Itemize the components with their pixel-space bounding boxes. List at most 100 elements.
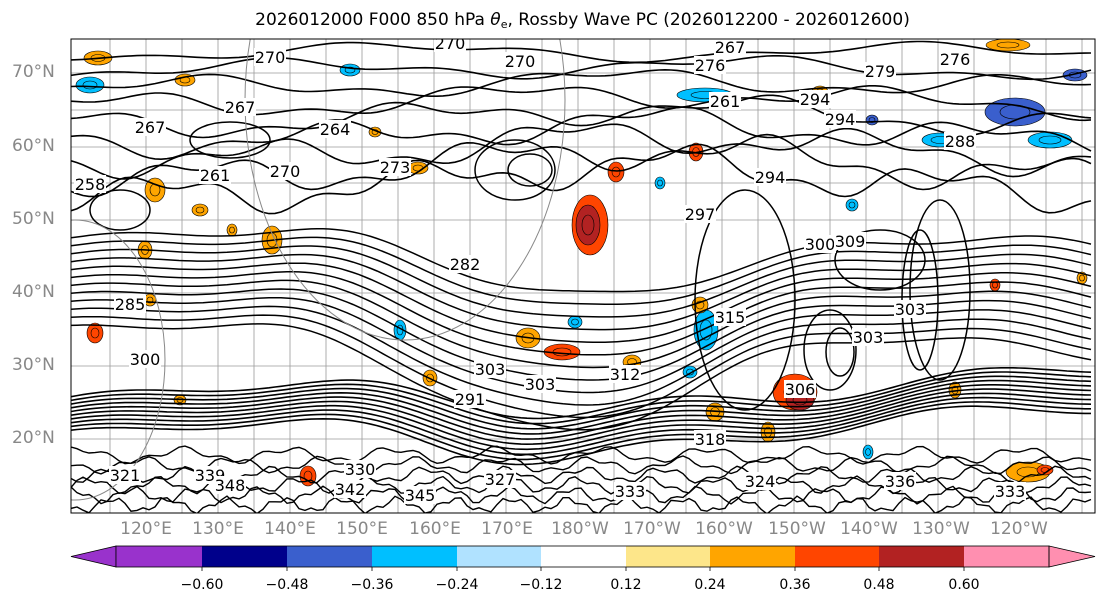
anomaly-contour <box>571 318 579 326</box>
contour-label-bg <box>894 300 926 318</box>
lon-label-0: 120°E <box>120 519 172 539</box>
contour-label: 294 <box>800 90 831 109</box>
contour-label: 267 <box>135 118 166 137</box>
contour-label-bg <box>199 166 231 184</box>
contour-label: 324 <box>745 472 776 491</box>
colorbar-segment <box>372 546 457 567</box>
contour-label-bg <box>744 472 776 490</box>
graticule <box>71 39 1095 513</box>
contour-label: 273 <box>380 158 411 177</box>
anomaly-contour <box>695 300 705 310</box>
contour-label: 294 <box>755 168 786 187</box>
lat-label-5: 20°N <box>12 428 55 448</box>
lon-label-3: 150°E <box>336 519 388 539</box>
colorbar-frame <box>115 545 1050 568</box>
anomaly-shade <box>144 177 166 203</box>
anomaly-shade <box>984 97 1046 127</box>
anomaly-contour <box>581 214 595 236</box>
contour-label-bg <box>714 39 746 56</box>
anomaly-shade <box>607 161 625 183</box>
map-background <box>71 39 1095 513</box>
theta-e-contour <box>71 55 1092 81</box>
colorbar-segment <box>202 546 287 567</box>
colorbar-extend-min <box>70 545 117 568</box>
contour-label-bg <box>684 205 716 223</box>
contour-label: 279 <box>865 62 896 81</box>
anomaly-contour <box>90 327 100 339</box>
contour-label: 270 <box>435 34 466 53</box>
contour-label: 303 <box>853 328 884 347</box>
theta-e-contour <box>71 388 1092 446</box>
contour-label: 333 <box>995 482 1026 501</box>
contour-label-bg <box>214 476 246 494</box>
theta-e-contour <box>71 445 1092 465</box>
colorbar-label-2: −0.36 <box>350 577 394 593</box>
contour-label-bg <box>994 482 1026 500</box>
contour-label: 318 <box>695 430 726 449</box>
theta-e-closed-contour <box>474 139 556 201</box>
contour-label: 261 <box>710 92 741 111</box>
contour-label-bg <box>944 132 976 150</box>
contour-label-bg <box>254 48 286 66</box>
coast-arc <box>71 219 166 501</box>
colorbar-segment <box>879 546 964 567</box>
contour-label-bg <box>334 480 366 498</box>
theta-e-contour <box>71 405 1091 466</box>
anomaly-contour <box>996 41 1020 49</box>
anomaly-contour <box>426 373 434 383</box>
theta-e-contour <box>71 367 1092 420</box>
colorbar-segment <box>626 546 710 567</box>
lat-label-2: 50°N <box>12 209 55 229</box>
theta-e-contour <box>71 396 1092 456</box>
theta-e-contour <box>71 143 1092 215</box>
colorbar-extend-max <box>1048 545 1096 568</box>
contour-label: 276 <box>940 50 971 69</box>
theta-e-contour <box>71 379 1092 435</box>
theta-e-contour <box>71 133 1092 198</box>
contour-label: 300 <box>805 235 836 254</box>
theta-e-contour <box>71 314 1092 419</box>
contour-label-bg <box>754 168 786 186</box>
lat-label-4: 30°N <box>12 355 55 375</box>
contour-label-bg <box>834 232 866 250</box>
contour-label: 303 <box>525 375 556 394</box>
colorbar-label-5: 0.12 <box>610 577 642 593</box>
colorbar-segment <box>541 546 626 567</box>
lat-label-3: 40°N <box>12 282 55 302</box>
anomaly-shade <box>191 203 209 217</box>
colorbar-label-9: 0.60 <box>948 577 980 593</box>
theta-e-closed-contour <box>909 199 971 381</box>
theta-e-contour <box>71 392 1092 451</box>
anomaly-shade <box>1036 464 1054 476</box>
anomaly-contour <box>611 166 621 178</box>
anomaly-shade <box>985 39 1031 52</box>
contour-label: 342 <box>335 480 366 499</box>
lon-label-5: 170°E <box>481 519 533 539</box>
lon-label-11: 130°W <box>912 519 970 539</box>
anomaly-contour <box>82 80 98 90</box>
map-title: 2026012000 F000 850 hPa θe, Rossby Wave … <box>255 10 910 31</box>
colorbar-segment <box>116 546 202 567</box>
anomaly-contour <box>657 179 663 187</box>
contour-label-bg <box>269 162 301 180</box>
colorbar-segment <box>710 546 795 567</box>
contour-label: 270 <box>505 52 536 71</box>
lon-label-12: 120°W <box>990 519 1048 539</box>
theta-e-contour <box>71 236 1092 305</box>
contour-label: 264 <box>320 120 351 139</box>
anomaly-contour <box>1038 135 1062 145</box>
map-frame <box>70 38 1096 514</box>
contour-label: 294 <box>825 110 856 129</box>
contour-label: 327 <box>485 470 516 489</box>
contour-label: 270 <box>270 162 301 181</box>
anomaly-shade <box>174 73 196 87</box>
anomaly-contour <box>699 319 713 341</box>
theta-e-contour <box>71 123 1092 180</box>
contour-label-bg <box>114 295 146 313</box>
theta-e-contour <box>71 245 1092 318</box>
colorbar-label-1: −0.48 <box>265 577 309 593</box>
anomaly-contour <box>865 448 871 456</box>
anomaly-shade <box>86 322 104 344</box>
